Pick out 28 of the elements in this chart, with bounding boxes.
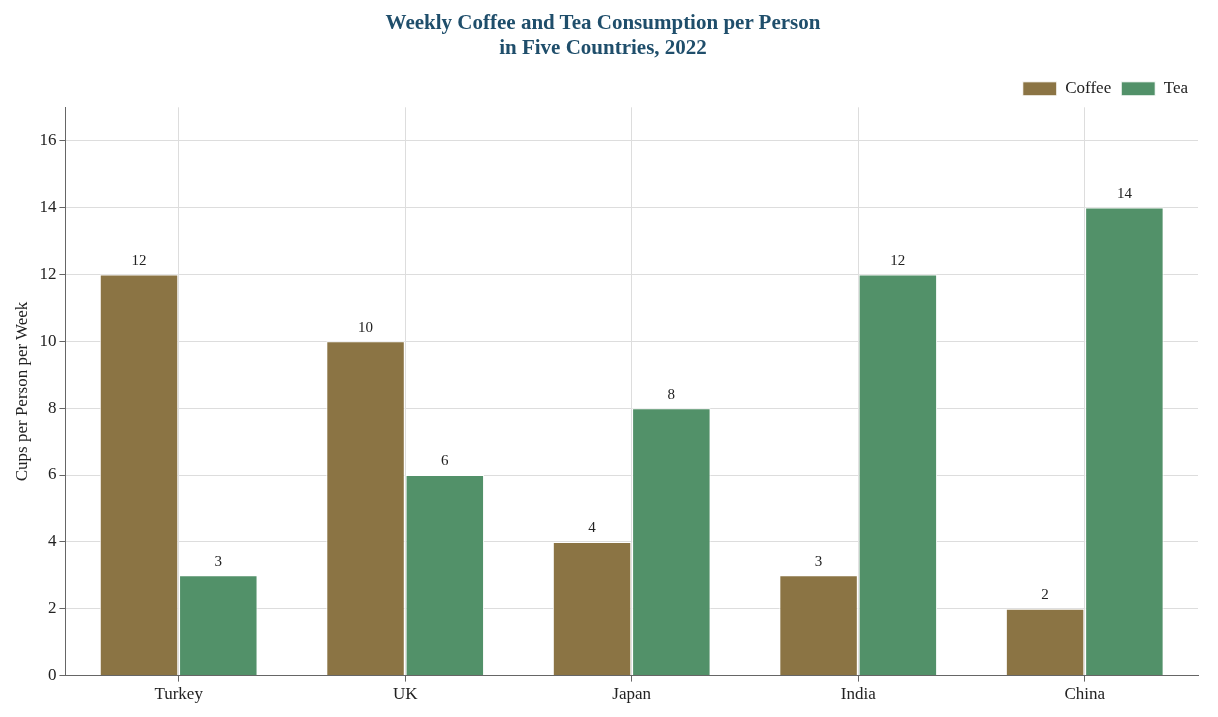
data-label: 4 <box>588 519 597 536</box>
data-label: 6 <box>441 452 450 469</box>
y-tick-label: 8 <box>47 397 57 417</box>
y-tick-label: 4 <box>47 531 57 551</box>
y-tick-label: 14 <box>39 197 57 217</box>
y-tick-label: 10 <box>39 330 57 350</box>
data-label: 12 <box>131 251 147 268</box>
legend-label: Coffee <box>1065 78 1112 98</box>
y-tick-label: 0 <box>47 665 57 685</box>
data-label: 10 <box>358 318 374 335</box>
x-tick-label: India <box>840 684 877 704</box>
y-tick-label: 12 <box>39 263 57 283</box>
x-tick-label: Turkey <box>154 684 204 704</box>
legend-label: Tea <box>1163 78 1189 98</box>
data-label: 8 <box>667 385 676 402</box>
data-label: 3 <box>214 552 223 569</box>
data-label: 14 <box>1116 185 1133 202</box>
y-tick-label: 16 <box>39 130 57 150</box>
data-label: 2 <box>1041 586 1049 603</box>
y-tick-label: 2 <box>47 598 57 618</box>
data-label: 3 <box>814 552 823 569</box>
chart-title: Weekly Coffee and Tea Consumption per Person in Five Countries, 2022 <box>385 10 821 59</box>
x-tick-label: Japan <box>612 684 652 704</box>
x-tick-label: UK <box>392 684 419 704</box>
y-tick-label: 6 <box>47 464 57 484</box>
y-axis-title: Cups per Person per Week <box>11 301 31 482</box>
data-label: 12 <box>890 251 906 268</box>
x-tick-label: China <box>1064 684 1106 704</box>
